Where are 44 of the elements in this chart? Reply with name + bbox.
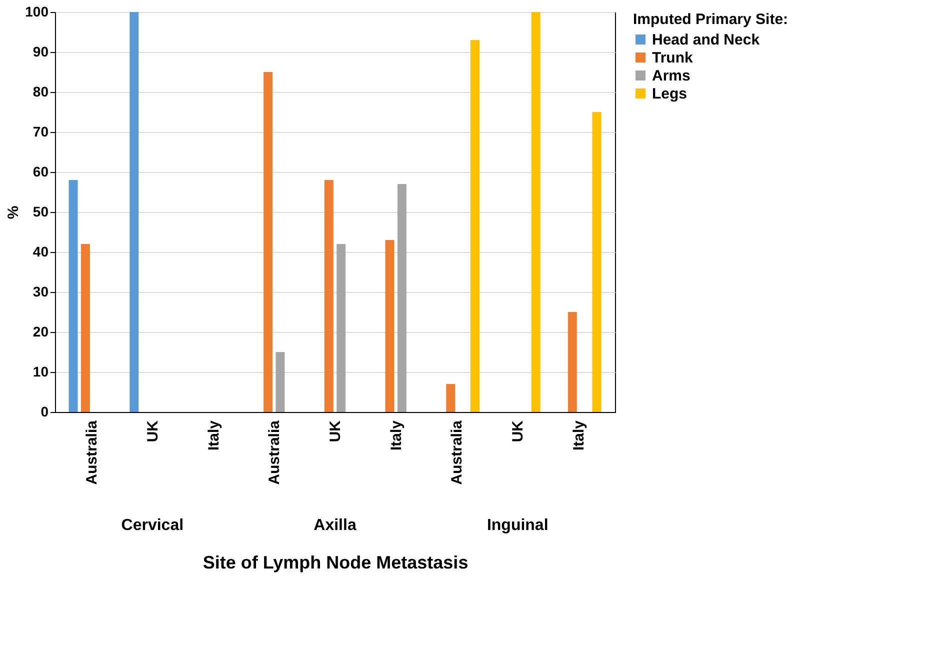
bar <box>397 184 406 412</box>
y-tick-label: 70 <box>32 124 49 140</box>
legend-label: Trunk <box>652 50 694 66</box>
bar <box>276 352 285 412</box>
legend-title: Imputed Primary Site: <box>633 11 788 28</box>
y-tick-label: 30 <box>32 284 49 300</box>
bar <box>446 384 456 412</box>
x-tick-label: Australia <box>84 420 101 485</box>
bar <box>531 12 540 412</box>
text: Axilla <box>314 517 356 534</box>
x-tick-label: Italy <box>205 420 222 451</box>
y-tick-label: 50 <box>32 204 49 220</box>
bar <box>130 12 139 412</box>
y-tick-label: 10 <box>32 364 49 380</box>
x-tick-label: Italy <box>388 420 405 451</box>
text: Inguinal <box>486 517 548 534</box>
y-tick-label: 60 <box>32 164 49 180</box>
y-tick-label: 100 <box>25 4 49 20</box>
bar <box>80 244 90 412</box>
bar <box>324 180 334 412</box>
x-tick-label: UK <box>144 420 162 442</box>
y-tick-label: 20 <box>32 324 49 340</box>
text: Cervical <box>121 517 184 534</box>
y-tick-label: 0 <box>40 404 49 420</box>
bar <box>385 240 394 412</box>
bar <box>68 180 78 412</box>
bar <box>264 72 273 412</box>
y-tick-label: 40 <box>32 244 49 260</box>
x-tick-label: Australia <box>266 420 284 485</box>
x-tick-label: UK <box>327 420 344 442</box>
legend-label: Arms <box>652 68 690 84</box>
y-tick-label: 90 <box>32 44 49 60</box>
x-axis-title: Site of Lymph Node Metastasis <box>202 552 468 573</box>
legend-label: Legs <box>652 86 688 102</box>
x-tick-label: Italy <box>570 420 588 451</box>
bar <box>568 312 577 412</box>
x-tick-label: Australia <box>448 420 466 485</box>
bar <box>336 244 346 412</box>
legend-label: Head and Neck <box>652 32 760 48</box>
y-axis-title: % <box>5 206 22 220</box>
bar <box>592 112 602 412</box>
bar <box>470 40 480 412</box>
y-tick-label: 80 <box>32 84 49 100</box>
x-tick-label: UK <box>510 420 527 442</box>
